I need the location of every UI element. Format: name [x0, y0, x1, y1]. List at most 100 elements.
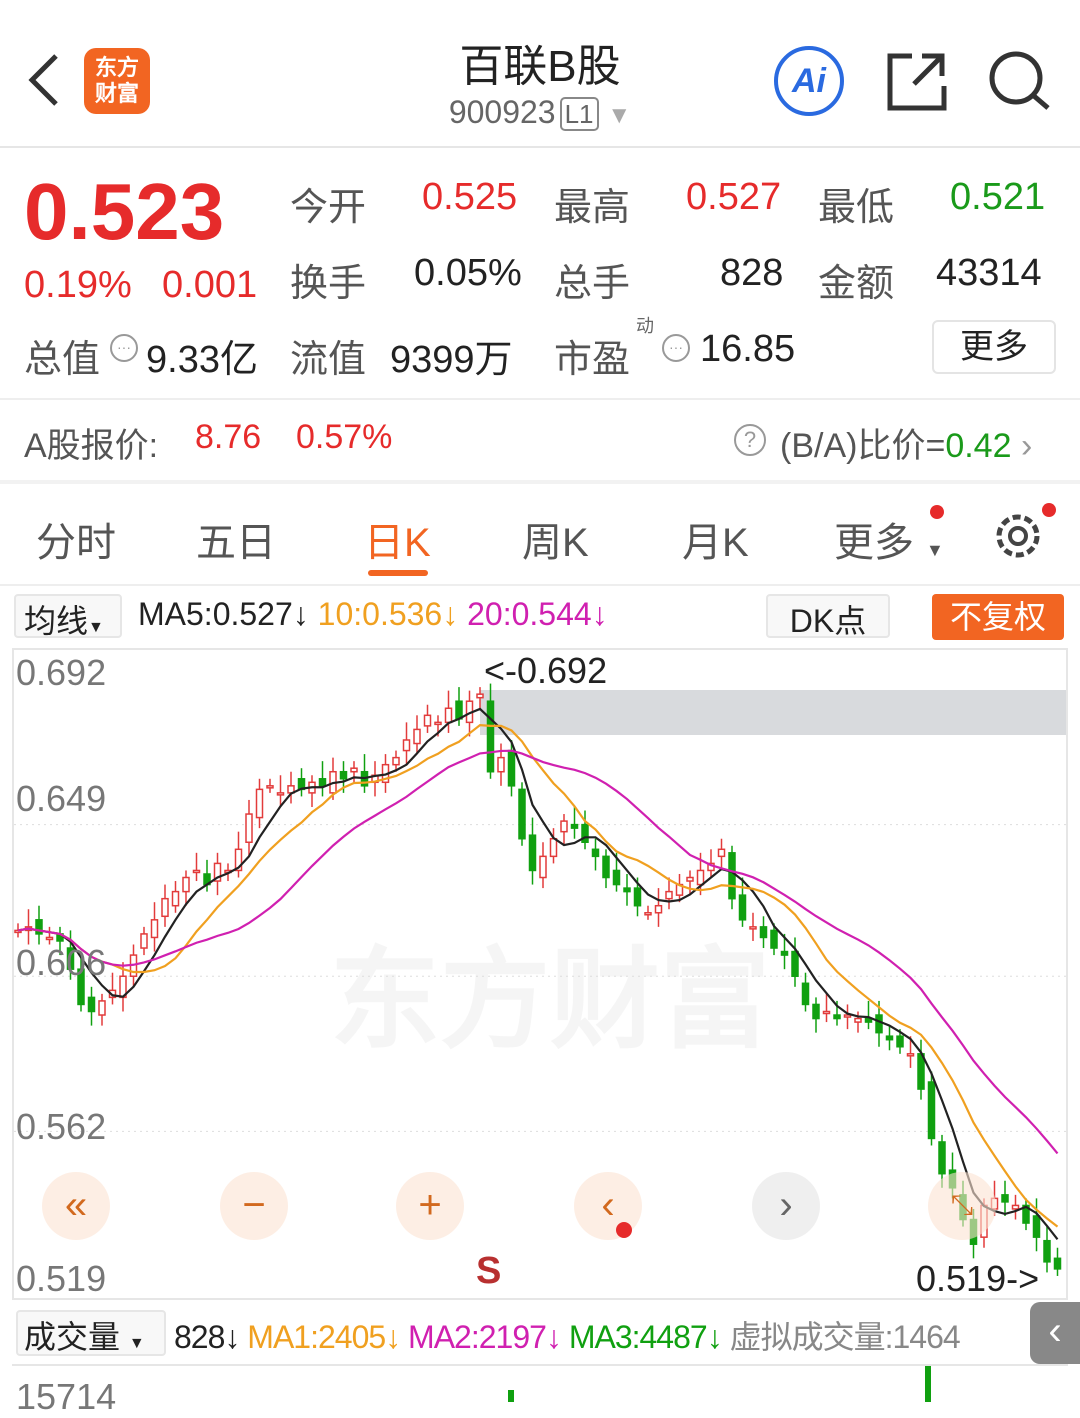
vol-ma2: MA2:2197↓: [408, 1319, 562, 1355]
volume-chart: [12, 1364, 1068, 1404]
adjust-button[interactable]: 不复权: [932, 594, 1064, 640]
candle-body: [696, 869, 705, 886]
scroll-right-button[interactable]: ›: [752, 1172, 820, 1240]
vol-ma3: MA3:4487↓: [568, 1319, 723, 1355]
zoom-out-button[interactable]: −: [220, 1172, 288, 1240]
candle-body: [822, 1010, 831, 1015]
candle-body: [581, 823, 589, 843]
candle-body: [612, 869, 621, 886]
price-gap-band: [480, 690, 1066, 735]
candle-body: [1053, 1257, 1062, 1270]
tab-weekly-k[interactable]: 周K: [522, 521, 589, 565]
candle-body: [66, 947, 75, 970]
collapse-panel-button[interactable]: ‹: [1030, 1302, 1080, 1364]
change-pct: 0.19%: [24, 264, 132, 306]
tab-daily-k[interactable]: 日K: [364, 521, 431, 565]
volume-y-tick: 15714: [16, 1376, 117, 1417]
volume-label: 总手: [554, 263, 631, 305]
candle-body: [245, 813, 253, 843]
ma5-value: MA5:0.527↓: [138, 596, 309, 632]
ma5-line: [17, 707, 1059, 1240]
ma-selector[interactable]: 均线▼: [14, 594, 122, 639]
candle-body: [717, 848, 726, 858]
ma10-value: 10:0.536↓: [317, 596, 459, 632]
level-badge: L1: [559, 97, 599, 131]
candle-body: [318, 778, 327, 787]
candle-body: [1011, 1204, 1020, 1210]
ma10-line: [17, 724, 1059, 1228]
candle-body: [1022, 1204, 1030, 1224]
pe-label: 市盈: [554, 339, 631, 381]
scroll-start-button[interactable]: «: [42, 1172, 110, 1240]
y-tick: 0.649: [16, 778, 107, 819]
tab-five-day[interactable]: 五日: [196, 521, 276, 565]
stock-title: 百联B股: [459, 42, 621, 91]
candle-body: [413, 728, 421, 745]
tab-more[interactable]: 更多: [834, 521, 914, 565]
candle-body: [1043, 1239, 1051, 1263]
share-icon[interactable]: [886, 50, 948, 112]
candle-body: [938, 1141, 946, 1175]
candle-body: [87, 996, 96, 1013]
candle-body: [171, 890, 180, 907]
dk-point-button[interactable]: DK点: [766, 594, 890, 639]
fullscreen-button[interactable]: ⤡: [928, 1172, 996, 1240]
ratio-link[interactable]: (B/A)比价=0.42 ›: [780, 418, 1032, 467]
candle-body: [423, 714, 432, 727]
candle-body: [749, 926, 757, 930]
tab-monthly-k[interactable]: 月K: [682, 521, 749, 565]
volume-value: 828: [720, 252, 784, 294]
candle-body: [528, 834, 537, 872]
candle-body: [486, 700, 495, 773]
back-icon[interactable]: [26, 52, 62, 108]
candle-body: [276, 792, 285, 796]
high-label: 最高: [554, 187, 631, 229]
ashare-price: 8.76: [195, 418, 262, 456]
candle-body: [644, 912, 652, 916]
candle-body: [444, 707, 453, 724]
y-tick: 0.562: [16, 1106, 107, 1147]
min-price-label: 0.519->: [916, 1258, 1040, 1299]
candle-body: [759, 926, 768, 939]
candle-body: [780, 950, 789, 956]
candle-body: [801, 982, 810, 1006]
more-button[interactable]: 更多: [932, 320, 1056, 374]
candle-body: [864, 1017, 873, 1023]
last-price: 0.523: [24, 167, 225, 256]
y-tick: 0.519: [16, 1258, 107, 1299]
y-tick: 0.606: [16, 942, 107, 983]
volume-legend: 828↓ MA1:2405↓ MA2:2197↓ MA3:4487↓ 虚拟成交量…: [174, 1312, 961, 1358]
ratio-value: 0.42: [945, 427, 1012, 465]
stock-code[interactable]: 900923 L1 ▼: [0, 94, 1080, 131]
vol-ma1: MA1:2405↓: [247, 1319, 401, 1355]
info-icon[interactable]: ···: [110, 334, 138, 362]
search-icon[interactable]: [988, 50, 1054, 112]
zoom-in-button[interactable]: +: [396, 1172, 464, 1240]
candle-body: [833, 1014, 841, 1020]
help-icon[interactable]: ?: [734, 424, 766, 456]
candle-body: [686, 876, 694, 882]
info-icon[interactable]: ···: [662, 334, 690, 362]
ma20-value: 20:0.544↓: [467, 596, 608, 632]
active-tab-indicator: [368, 570, 428, 576]
indicator-selector[interactable]: 成交量 ▼: [16, 1310, 166, 1356]
candle-body: [497, 756, 505, 773]
amount-label: 金额: [818, 263, 895, 305]
dropdown-icon: ▼: [607, 102, 632, 129]
settings-icon[interactable]: [992, 508, 1046, 562]
kline-chart[interactable]: [0, 640, 1080, 1306]
virtual-volume: 虚拟成交量:1464: [729, 1319, 961, 1355]
amount-value: 43314: [936, 252, 1042, 294]
candle-body: [854, 1017, 862, 1023]
chevron-right-icon: ›: [1020, 427, 1033, 465]
ai-icon[interactable]: Ai: [774, 46, 844, 116]
candle-body: [906, 1053, 915, 1057]
ratio-label: (B/A)比价=: [780, 427, 946, 465]
low-value: 0.521: [950, 176, 1046, 218]
code-text: 900923: [448, 94, 556, 130]
tab-intraday[interactable]: 分时: [36, 521, 116, 565]
notification-dot: [616, 1222, 632, 1238]
candle-body: [633, 887, 642, 907]
dropdown-icon: ▼: [926, 540, 944, 560]
candle-body: [339, 770, 348, 780]
